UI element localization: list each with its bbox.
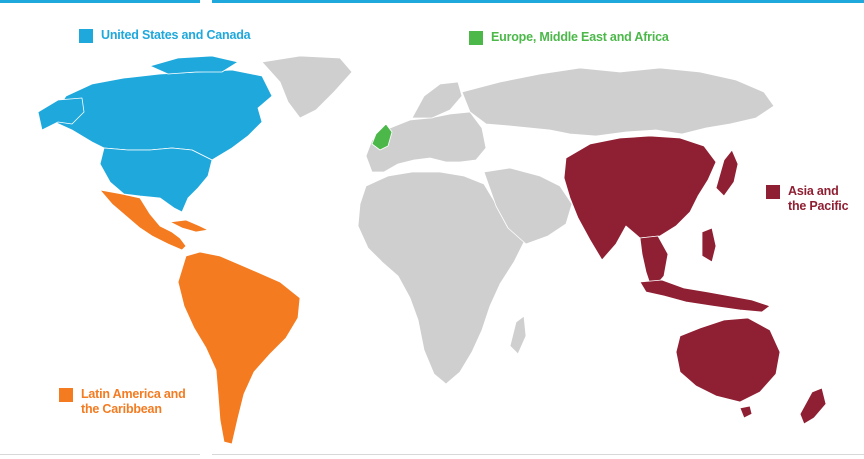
legend-swatch-emea bbox=[469, 30, 483, 45]
land-canada-islands bbox=[149, 55, 239, 75]
land-africa bbox=[357, 171, 525, 385]
legend-swatch-us-canada bbox=[79, 28, 93, 43]
top-accent-bar-right bbox=[212, 0, 864, 3]
land-caribbean bbox=[169, 219, 209, 233]
land-middle-east bbox=[483, 167, 573, 245]
land-mexico bbox=[99, 189, 187, 251]
land-philippines bbox=[701, 227, 717, 263]
bottom-rule-left bbox=[0, 454, 200, 455]
legend-label-us-canada: United States and Canada bbox=[101, 28, 251, 42]
land-japan bbox=[715, 149, 739, 197]
land-tasmania bbox=[739, 405, 753, 419]
legend-latam: Latin America and the Caribbean bbox=[59, 387, 186, 417]
land-south-america bbox=[177, 251, 301, 445]
land-australia bbox=[675, 317, 781, 403]
land-greenland bbox=[261, 55, 353, 119]
legend-label-apac: Asia and the Pacific bbox=[788, 184, 849, 214]
top-accent-bar-left bbox=[0, 0, 200, 3]
land-canada bbox=[49, 69, 273, 161]
land-usa bbox=[99, 147, 213, 213]
land-scandinavia bbox=[411, 81, 463, 119]
legend-swatch-latam bbox=[59, 388, 73, 402]
land-asia-pacific bbox=[563, 135, 717, 261]
land-madagascar bbox=[509, 315, 527, 355]
legend-swatch-apac bbox=[766, 185, 780, 199]
legend-apac: Asia and the Pacific bbox=[766, 184, 849, 214]
legend-label-emea: Europe, Middle East and Africa bbox=[491, 30, 669, 44]
legend-label-latam-line-1: Latin America and bbox=[81, 387, 186, 401]
legend-label-latam: Latin America and the Caribbean bbox=[81, 387, 186, 417]
land-uk bbox=[371, 123, 393, 151]
legend-label-apac-line-1: Asia and bbox=[788, 184, 839, 198]
land-indonesia bbox=[639, 279, 771, 313]
land-alaska bbox=[37, 97, 85, 131]
land-new-zealand bbox=[799, 387, 827, 425]
land-europe bbox=[365, 111, 487, 173]
bottom-rule-right bbox=[212, 454, 864, 455]
legend-label-latam-line-2: the Caribbean bbox=[81, 402, 162, 416]
legend-us-canada: United States and Canada bbox=[79, 28, 251, 43]
legend-label-apac-line-2: the Pacific bbox=[788, 199, 849, 213]
legend-emea: Europe, Middle East and Africa bbox=[469, 30, 669, 45]
land-russia bbox=[461, 67, 775, 137]
